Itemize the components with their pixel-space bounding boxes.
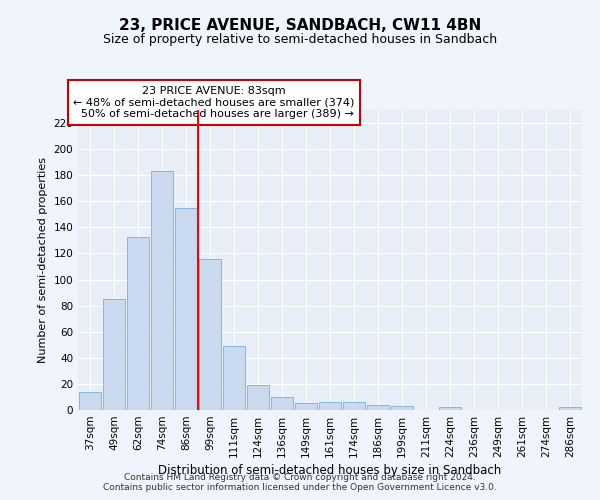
Bar (439, 408, 461, 410)
Bar (127, 236, 149, 410)
Bar (223, 346, 245, 410)
Bar (247, 385, 269, 410)
Y-axis label: Number of semi-detached properties: Number of semi-detached properties (38, 157, 48, 363)
Text: 23, PRICE AVENUE, SANDBACH, CW11 4BN: 23, PRICE AVENUE, SANDBACH, CW11 4BN (119, 18, 481, 32)
Bar (271, 397, 293, 410)
Bar (103, 299, 125, 410)
Bar (175, 208, 197, 410)
Bar (343, 402, 365, 410)
X-axis label: Distribution of semi-detached houses by size in Sandbach: Distribution of semi-detached houses by … (158, 464, 502, 477)
Bar (559, 408, 581, 410)
Text: Contains HM Land Registry data © Crown copyright and database right 2024.
Contai: Contains HM Land Registry data © Crown c… (103, 473, 497, 492)
Bar (391, 406, 413, 410)
Bar (367, 405, 389, 410)
Text: 23 PRICE AVENUE: 83sqm
← 48% of semi-detached houses are smaller (374)
  50% of : 23 PRICE AVENUE: 83sqm ← 48% of semi-det… (73, 86, 355, 119)
Bar (295, 404, 317, 410)
Bar (319, 402, 341, 410)
Bar (151, 172, 173, 410)
Bar (79, 392, 101, 410)
Bar (199, 258, 221, 410)
Text: Size of property relative to semi-detached houses in Sandbach: Size of property relative to semi-detach… (103, 32, 497, 46)
